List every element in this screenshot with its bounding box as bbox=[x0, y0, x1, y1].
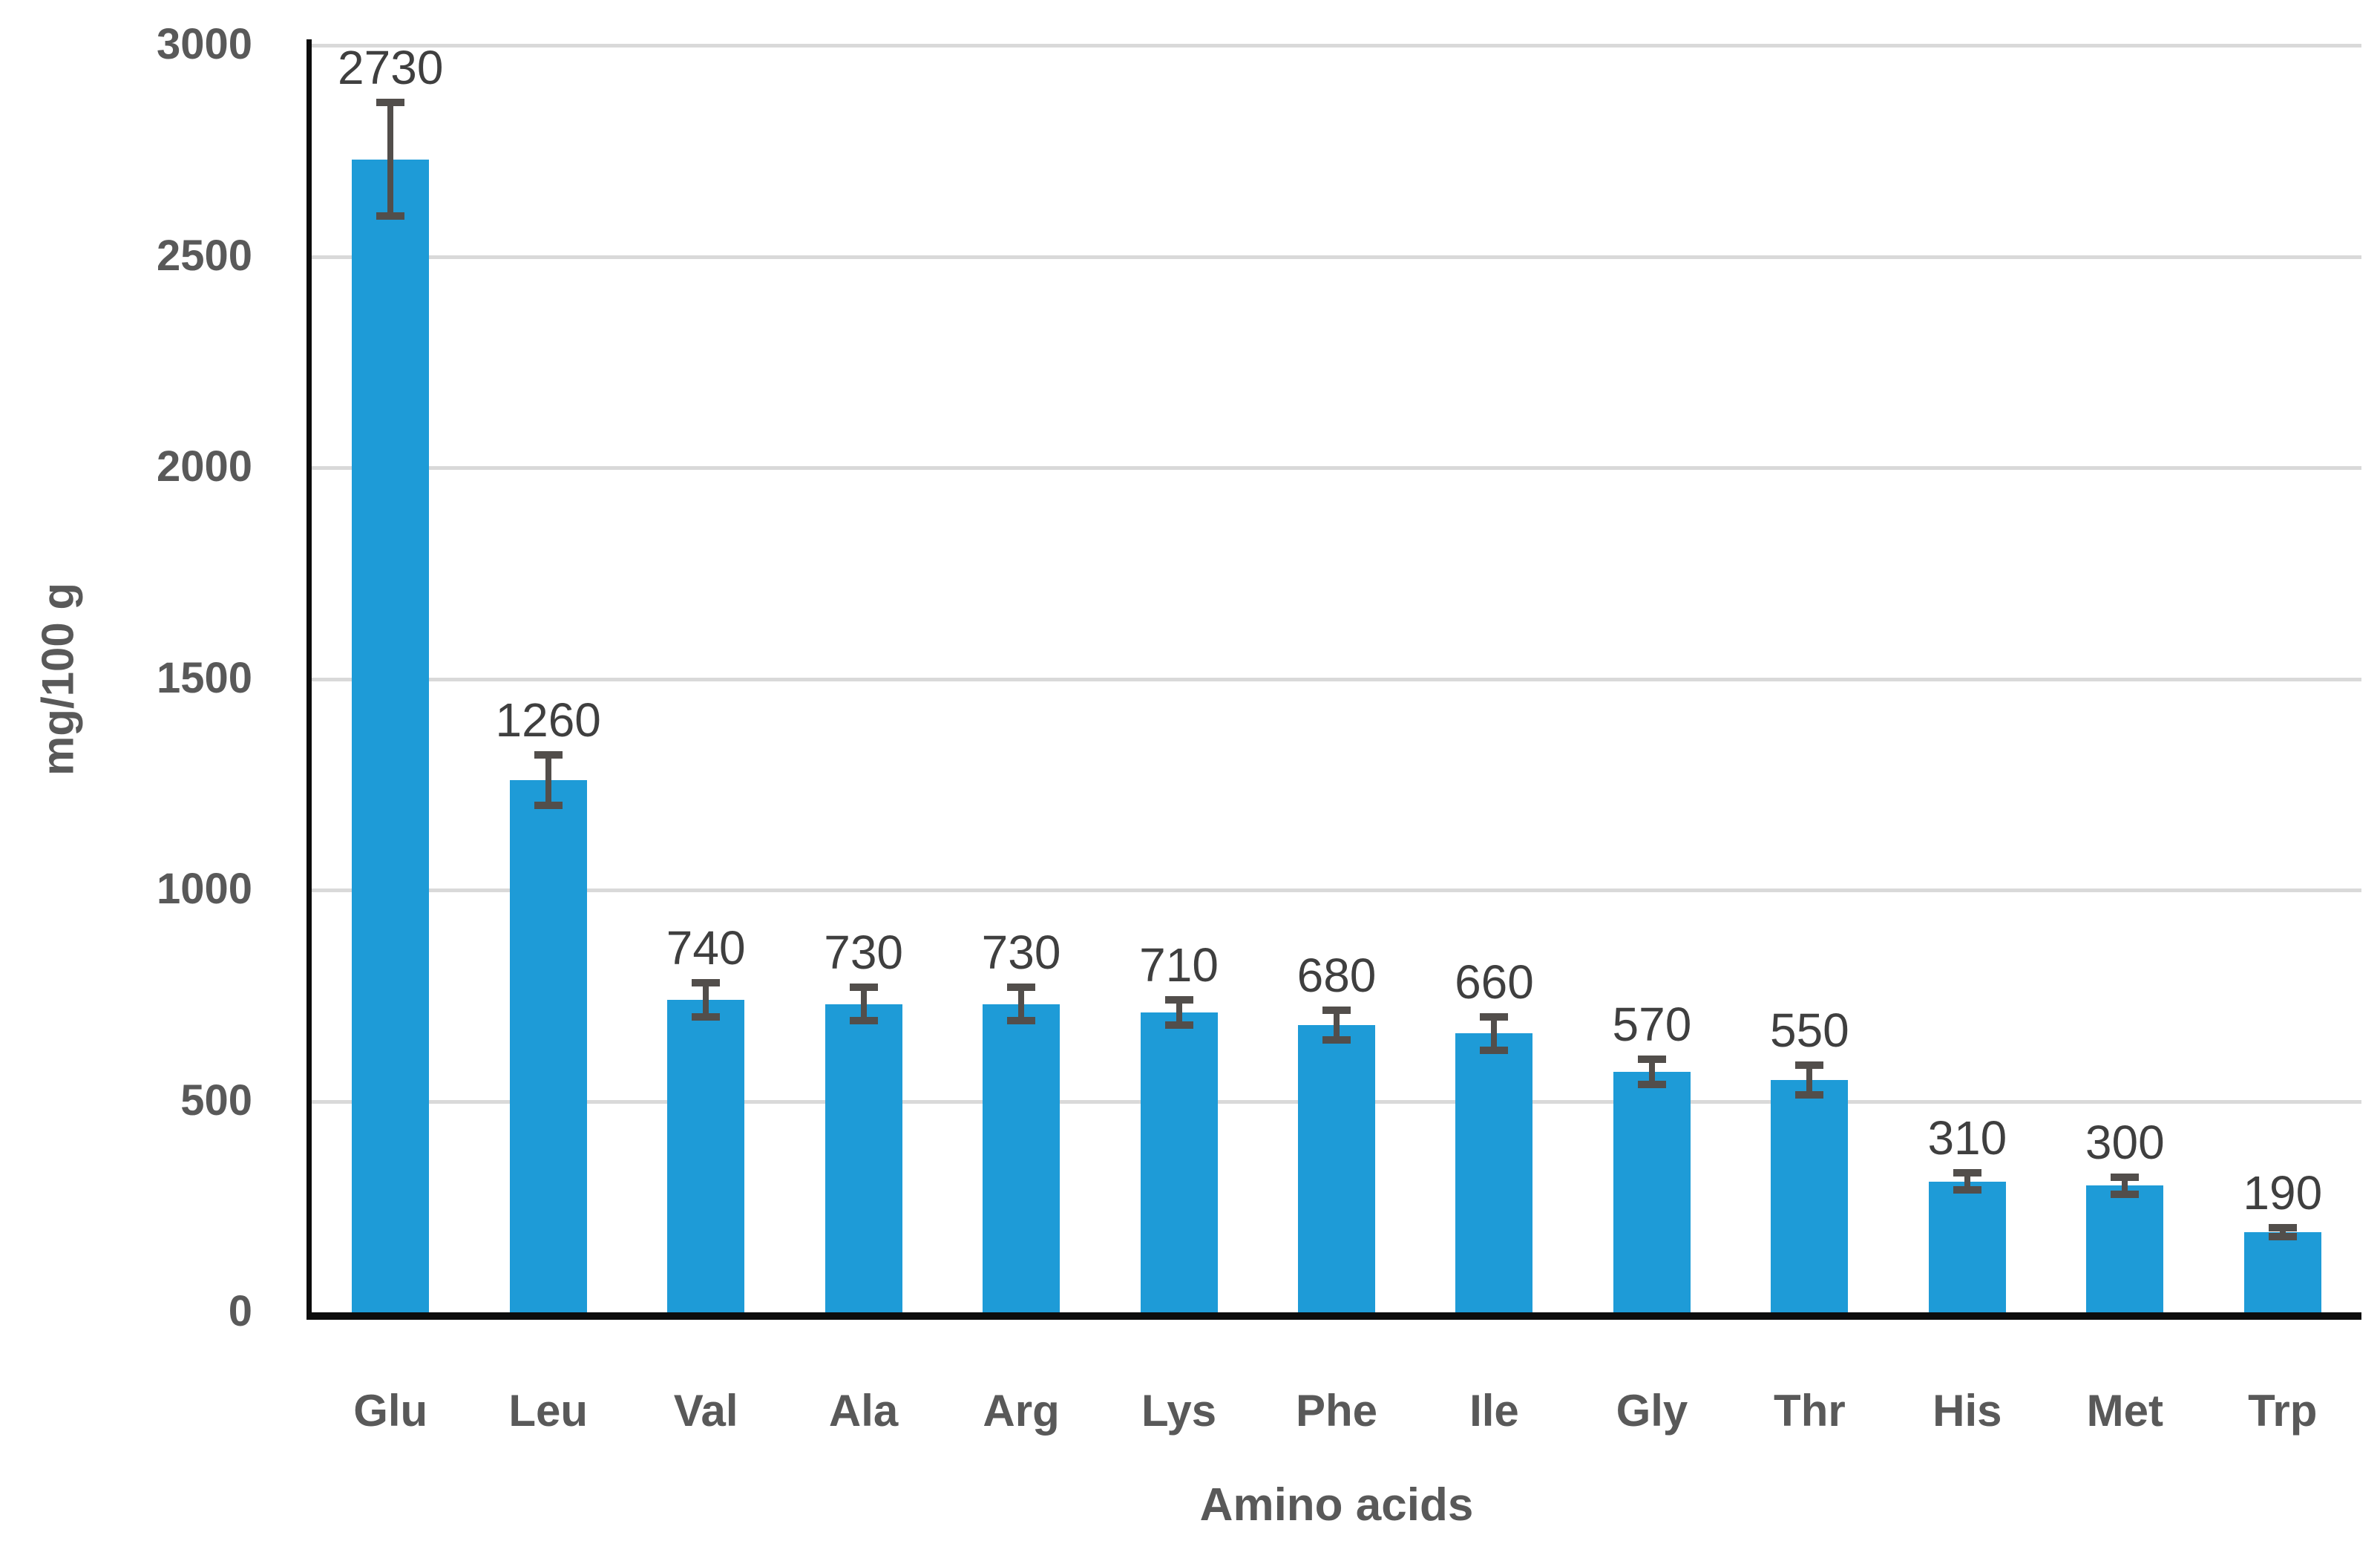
x-axis-line bbox=[306, 1312, 2361, 1320]
error-bar-bottom-cap bbox=[1795, 1090, 1824, 1099]
bar bbox=[509, 780, 587, 1312]
error-bar-whisker bbox=[1964, 1173, 1970, 1190]
error-bar-bottom-cap bbox=[376, 212, 405, 220]
category-label: Ile bbox=[1469, 1386, 1519, 1436]
error-bar-top-cap bbox=[1637, 1055, 1666, 1063]
y-tick-label: 2000 bbox=[156, 442, 252, 491]
error-bar-top-cap bbox=[1164, 995, 1193, 1004]
error-bar-bottom-cap bbox=[1953, 1185, 1981, 1194]
error-bar-bottom-cap bbox=[692, 1012, 721, 1021]
data-label: 570 bbox=[1612, 997, 1692, 1051]
y-tick-label: 1000 bbox=[156, 865, 252, 913]
error-bar-whisker bbox=[387, 102, 394, 217]
data-label: 730 bbox=[981, 925, 1061, 979]
data-label: 1260 bbox=[495, 693, 601, 747]
error-bar-bottom-cap bbox=[534, 802, 563, 810]
error-bar-top-cap bbox=[534, 750, 563, 759]
error-bar-bottom-cap bbox=[2268, 1232, 2297, 1240]
data-label: 2730 bbox=[338, 40, 444, 94]
error-bar-top-cap bbox=[1953, 1169, 1981, 1177]
x-axis-title: Amino acids bbox=[1199, 1479, 1474, 1531]
gridline bbox=[312, 255, 2361, 259]
error-bar-whisker bbox=[1491, 1016, 1498, 1051]
error-bar-bottom-cap bbox=[2111, 1190, 2140, 1198]
data-label: 730 bbox=[824, 925, 903, 979]
category-label: Met bbox=[2086, 1386, 2163, 1436]
error-bar-top-cap bbox=[2111, 1173, 2140, 1181]
error-bar-whisker bbox=[1176, 999, 1182, 1026]
y-tick-label: 0 bbox=[228, 1287, 252, 1335]
data-label: 710 bbox=[1139, 937, 1219, 992]
category-label: His bbox=[1932, 1386, 2002, 1436]
error-bar-bottom-cap bbox=[849, 1017, 878, 1025]
y-tick-label: 2500 bbox=[156, 231, 252, 280]
error-bar-top-cap bbox=[1480, 1012, 1509, 1021]
error-bar-whisker bbox=[2122, 1177, 2128, 1194]
error-bar-bottom-cap bbox=[1480, 1047, 1509, 1055]
data-label: 680 bbox=[1296, 949, 1377, 1003]
error-bar-whisker bbox=[2279, 1228, 2286, 1237]
category-label: Trp bbox=[2248, 1386, 2318, 1436]
data-label: 190 bbox=[2243, 1166, 2323, 1220]
error-bar-top-cap bbox=[376, 98, 405, 106]
data-label: 300 bbox=[2085, 1115, 2165, 1169]
error-bar-top-cap bbox=[1795, 1061, 1824, 1070]
category-label: Lys bbox=[1141, 1386, 1217, 1436]
error-bar-whisker bbox=[1806, 1065, 1813, 1095]
bar bbox=[1298, 1025, 1375, 1312]
bar bbox=[1455, 1033, 1533, 1312]
error-bar-bottom-cap bbox=[1164, 1021, 1193, 1030]
error-bar-top-cap bbox=[2268, 1224, 2297, 1232]
gridline bbox=[312, 889, 2361, 892]
y-tick-label: 500 bbox=[180, 1076, 252, 1125]
error-bar-whisker bbox=[1648, 1058, 1655, 1084]
error-bar-top-cap bbox=[1007, 983, 1036, 991]
y-tick-label: 3000 bbox=[156, 20, 252, 68]
category-label: Gly bbox=[1616, 1386, 1688, 1436]
error-bar-bottom-cap bbox=[1637, 1080, 1666, 1088]
bar bbox=[1771, 1080, 1849, 1312]
category-label: Leu bbox=[508, 1386, 589, 1436]
bar bbox=[825, 1004, 902, 1312]
gridline bbox=[312, 466, 2361, 470]
category-label: Glu bbox=[353, 1386, 428, 1436]
gridline bbox=[312, 677, 2361, 681]
error-bar-whisker bbox=[545, 754, 551, 806]
bar bbox=[1140, 1012, 1218, 1312]
error-bar-whisker bbox=[1334, 1010, 1340, 1040]
error-bar-whisker bbox=[1018, 986, 1025, 1021]
category-label: Thr bbox=[1774, 1386, 1846, 1436]
error-bar-whisker bbox=[703, 983, 709, 1017]
error-bar-top-cap bbox=[692, 979, 721, 987]
data-label: 550 bbox=[1769, 1004, 1849, 1058]
bar bbox=[2086, 1185, 2164, 1312]
bar bbox=[2243, 1231, 2321, 1312]
data-label: 660 bbox=[1455, 955, 1534, 1009]
y-tick-label: 1500 bbox=[156, 653, 252, 702]
category-label: Ala bbox=[828, 1386, 899, 1436]
y-axis-line bbox=[306, 39, 312, 1320]
error-bar-bottom-cap bbox=[1322, 1035, 1351, 1044]
data-label: 310 bbox=[1927, 1111, 2007, 1165]
bar bbox=[667, 999, 745, 1312]
data-label: 740 bbox=[666, 921, 746, 975]
error-bar-whisker bbox=[860, 986, 867, 1021]
category-label: Val bbox=[673, 1386, 738, 1436]
error-bar-top-cap bbox=[849, 983, 878, 991]
error-bar-bottom-cap bbox=[1007, 1017, 1036, 1025]
bar bbox=[983, 1004, 1060, 1312]
bar bbox=[1613, 1071, 1691, 1312]
category-label: Arg bbox=[983, 1386, 1060, 1436]
bar bbox=[352, 159, 430, 1312]
error-bar-top-cap bbox=[1322, 1007, 1351, 1015]
gridline bbox=[312, 44, 2361, 48]
category-label: Phe bbox=[1295, 1386, 1378, 1436]
bar bbox=[1928, 1181, 2006, 1312]
